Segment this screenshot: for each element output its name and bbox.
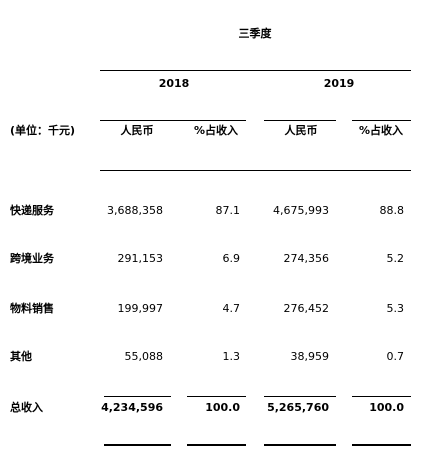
pct-2019: 88.8: [379, 204, 405, 217]
pct-2019: 5.2: [386, 252, 405, 265]
pct-2018: 4.7: [222, 302, 241, 315]
rule-2018-pct: [187, 120, 246, 121]
rule-2019-amount: [264, 120, 336, 121]
rule-2018-amount: [100, 120, 191, 121]
row-label: 其他: [10, 350, 32, 363]
value-2018: 3,688,358: [107, 204, 163, 217]
total-bottom-rule-2018-amount: [104, 444, 171, 446]
col-pct-2018: %占收入: [193, 124, 239, 137]
pct-2019: 0.7: [386, 350, 405, 363]
total-label: 总收入: [10, 401, 43, 414]
total-top-rule-2019-pct: [352, 396, 411, 397]
total-pct-2019: 100.0: [369, 401, 404, 414]
header-bottom-rule: [100, 170, 411, 171]
value-2018: 291,153: [117, 252, 164, 265]
col-amount-2018: 人民币: [120, 124, 154, 137]
value-2019: 38,959: [290, 350, 330, 363]
total-top-rule-2018-pct: [187, 396, 246, 397]
unit-label: (单位：千元): [10, 124, 76, 137]
total-value-2018: 4,234,596: [101, 401, 163, 414]
value-2019: 274,356: [283, 252, 330, 265]
value-2019: 276,452: [283, 302, 330, 315]
value-2018: 55,088: [124, 350, 164, 363]
row-label: 快递服务: [10, 204, 54, 217]
pct-2019: 5.3: [386, 302, 405, 315]
total-pct-2018: 100.0: [205, 401, 240, 414]
total-value-2019: 5,265,760: [267, 401, 329, 414]
year-2018-header: 2018: [158, 77, 190, 90]
year-2019-header: 2019: [323, 77, 355, 90]
col-amount-2019: 人民币: [284, 124, 318, 137]
total-top-rule-2019-amount: [264, 396, 336, 397]
row-label: 物料销售: [10, 302, 54, 315]
row-label: 跨境业务: [10, 252, 54, 265]
col-pct-2019: %占收入: [358, 124, 404, 137]
pct-2018: 87.1: [215, 204, 241, 217]
rule-2019-pct: [352, 120, 411, 121]
period-rule: [100, 70, 411, 71]
total-bottom-rule-2018-pct: [187, 444, 246, 446]
total-bottom-rule-2019-amount: [264, 444, 336, 446]
value-2018: 199,997: [117, 302, 164, 315]
total-bottom-rule-2019-pct: [352, 444, 411, 446]
pct-2018: 1.3: [222, 350, 241, 363]
period-header: 三季度: [238, 27, 272, 40]
pct-2018: 6.9: [222, 252, 241, 265]
total-top-rule-2018-amount: [104, 396, 171, 397]
value-2019: 4,675,993: [273, 204, 329, 217]
